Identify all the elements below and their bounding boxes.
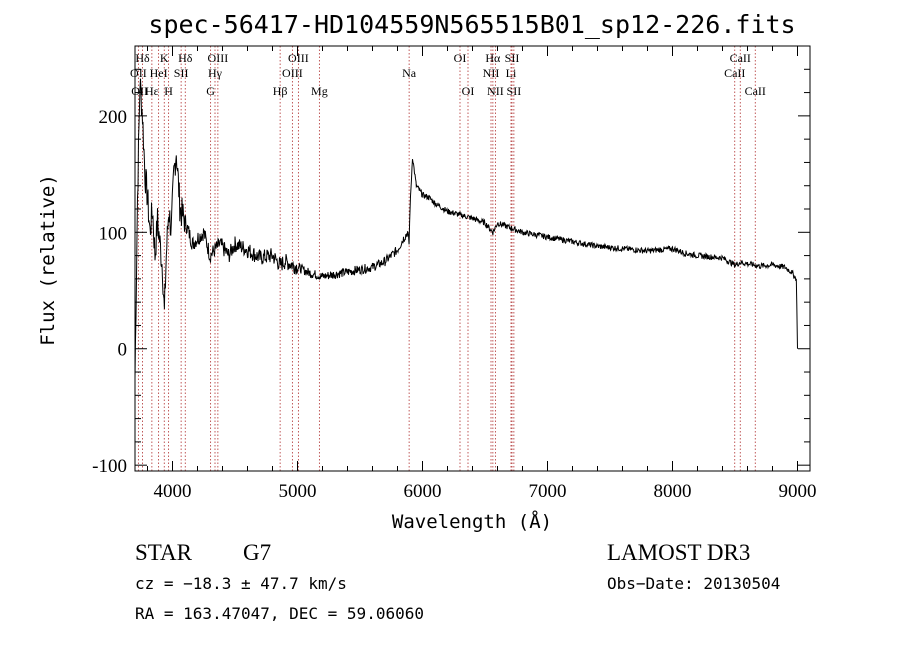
line-label-caii-3: CaII bbox=[745, 84, 766, 98]
line-label-caii-1: CaII bbox=[730, 51, 751, 65]
marker-lines bbox=[137, 46, 756, 471]
line-label-caii-2: CaII bbox=[724, 66, 745, 80]
line-label-hgamma: Hγ bbox=[208, 66, 223, 80]
line-label-k: K bbox=[160, 51, 169, 65]
line-label-hbeta: Hβ bbox=[273, 84, 288, 98]
x-tick-label-8000: 8000 bbox=[654, 481, 692, 502]
line-label-oiii-4: OIII bbox=[282, 66, 303, 80]
y-tick-label--100: -100 bbox=[92, 456, 127, 477]
x-tick-label-4000: 4000 bbox=[154, 481, 192, 502]
line-label-sii-2: SII bbox=[507, 84, 522, 98]
coordinates: RA = 163.47047, DEC = 59.06060 bbox=[135, 604, 424, 623]
line-label-nii-1: NII bbox=[483, 66, 500, 80]
line-label-sii-1: SII bbox=[505, 51, 520, 65]
line-label-g: G bbox=[206, 84, 215, 98]
line-label-h: H bbox=[164, 84, 173, 98]
line-label-oiii-1: OIII bbox=[208, 51, 229, 65]
y-tick-label-0: 0 bbox=[118, 340, 128, 361]
redshift-text: cz = −18.3 ± 47.7 km/s bbox=[135, 574, 347, 593]
x-tick-label-7000: 7000 bbox=[529, 481, 567, 502]
line-label-heps: Hε bbox=[145, 84, 159, 98]
chart-title: spec-56417-HD104559N565515B01_sp12-226.f… bbox=[148, 10, 795, 39]
line-label-hdelta: Hδ bbox=[178, 51, 193, 65]
line-label-hei: HeI bbox=[150, 66, 168, 80]
survey-name: LAMOST DR3 bbox=[607, 540, 750, 565]
line-label-nii-2: NII bbox=[487, 84, 504, 98]
object-subclass: G7 bbox=[243, 540, 271, 565]
axis-ticks: 4000 5000 6000 7000 8000 9000 -100 0 100 200 bbox=[92, 46, 817, 502]
line-label-oii: OII bbox=[130, 66, 147, 80]
line-label-h6: Hδ bbox=[135, 51, 150, 65]
line-label-oi-2: OI bbox=[462, 84, 475, 98]
object-class: STAR bbox=[135, 540, 193, 565]
x-tick-label-5000: 5000 bbox=[279, 481, 317, 502]
x-tick-label-6000: 6000 bbox=[404, 481, 442, 502]
obs-date: Obs−Date: 20130504 bbox=[607, 574, 780, 593]
line-label-oi-1: OI bbox=[454, 51, 467, 65]
y-axis-label: Flux (relative) bbox=[37, 174, 59, 346]
line-label-na: Na bbox=[402, 66, 417, 80]
spectrum-line bbox=[134, 78, 798, 379]
x-tick-label-9000: 9000 bbox=[779, 481, 817, 502]
line-label-mg: Mg bbox=[311, 84, 328, 98]
line-label-li: Li bbox=[506, 66, 517, 80]
y-tick-label-100: 100 bbox=[99, 223, 128, 244]
line-label-halpha: Hα bbox=[485, 51, 501, 65]
line-label-sii: SII bbox=[174, 66, 189, 80]
line-label-oiii-2: OIII bbox=[288, 51, 309, 65]
y-tick-label-200: 200 bbox=[99, 107, 128, 128]
x-axis-label: Wavelength (Å) bbox=[392, 510, 552, 533]
